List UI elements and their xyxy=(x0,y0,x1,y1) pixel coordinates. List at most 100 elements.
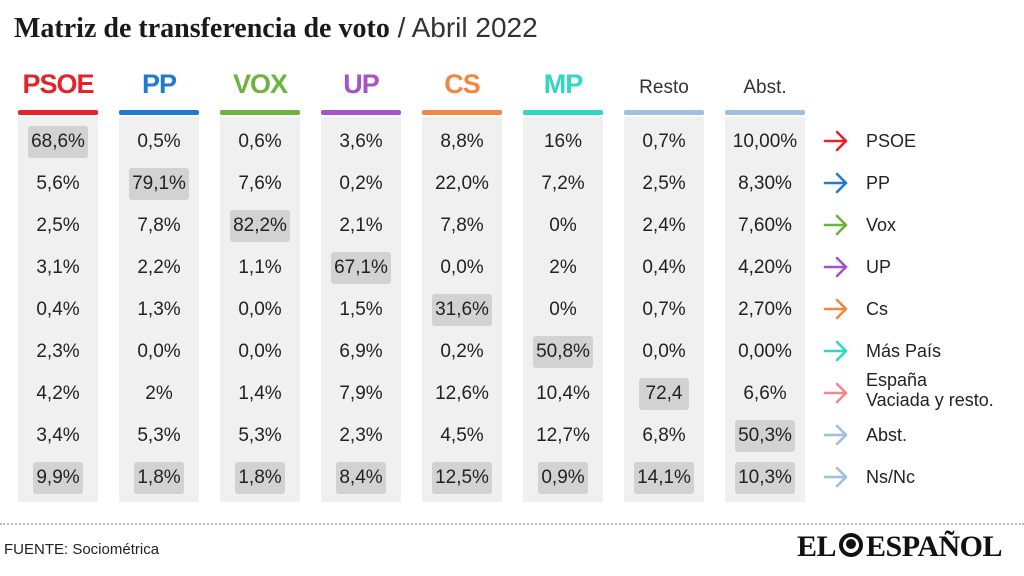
matrix-cell: 0,7% xyxy=(642,131,686,152)
matrix-cell: 82,2% xyxy=(229,210,291,242)
matrix-cell: 67,1% xyxy=(330,252,392,284)
column-header: VOX xyxy=(232,69,288,99)
matrix-cell: 2,1% xyxy=(339,215,383,236)
matrix-cell: 7,9% xyxy=(339,383,383,404)
matrix-cell: 3,4% xyxy=(36,425,80,446)
matrix-cell: 79,1% xyxy=(128,168,190,200)
legend-label: PP xyxy=(866,173,891,193)
column-color-bar xyxy=(119,110,199,115)
matrix-cell: 8,8% xyxy=(440,131,484,152)
column-color-bar xyxy=(220,110,300,115)
column-up: UP 3,6% 0,2% 2,1% 67,1% 1,5% 6,9% 7,9% 2,3% 8,4% xyxy=(321,0,401,576)
column-background xyxy=(523,117,603,502)
column-color-bar xyxy=(725,110,805,115)
matrix-cell: 0,7% xyxy=(642,299,686,320)
right-arrow-icon xyxy=(823,298,848,320)
column-color-bar xyxy=(321,110,401,115)
matrix-cell: 8,4% xyxy=(336,462,386,494)
matrix-cell: 72,4 xyxy=(639,378,689,410)
matrix-cell: 0% xyxy=(549,215,577,236)
legend-label: PSOE xyxy=(866,131,917,151)
logo-right-text: ESPAÑOL xyxy=(866,530,1002,563)
legend-label: España Vaciada y resto. xyxy=(866,370,994,410)
chart-title: Matriz de transferencia de voto / Abril … xyxy=(14,12,538,45)
column-vox: VOX 0,6% 7,6% 82,2% 1,1% 0,0% 0,0% 1,4% 5,3% 1,8% xyxy=(220,0,300,576)
matrix-cell: 12,6% xyxy=(435,383,489,404)
column-pp: PP 0,5% 79,1% 7,8% 2,2% 1,3% 0,0% 2% 5,3% 1,8% xyxy=(119,0,199,576)
right-arrow-icon xyxy=(823,130,848,152)
matrix-cell: 2,5% xyxy=(642,173,686,194)
legend-label: Más País xyxy=(866,341,942,361)
matrix-cell: 0,2% xyxy=(339,173,383,194)
matrix-cell: 50,8% xyxy=(532,336,594,368)
matrix-cell: 7,60% xyxy=(738,215,792,236)
matrix-cell: 2,3% xyxy=(339,425,383,446)
source-note: FUENTE: Sociométrica xyxy=(4,541,160,558)
matrix-cell: 7,6% xyxy=(238,173,282,194)
column-header: CS xyxy=(444,69,481,99)
legend-label: Cs xyxy=(866,299,888,319)
el-espanol-logo: EL ESPAÑOL xyxy=(797,530,1002,566)
legend-label: Vox xyxy=(866,215,897,235)
column-color-bar xyxy=(523,110,603,115)
column-header: PSOE xyxy=(22,69,94,99)
matrix-cell: 12,7% xyxy=(536,425,590,446)
matrix-cell: 22,0% xyxy=(435,173,489,194)
right-arrow-icon xyxy=(823,256,848,278)
matrix-cell: 0,0% xyxy=(238,299,282,320)
legend-label: Ns/Nc xyxy=(866,467,915,487)
matrix-cell: 7,8% xyxy=(440,215,484,236)
matrix-cell: 1,8% xyxy=(134,462,184,494)
matrix-cell: 1,8% xyxy=(235,462,285,494)
matrix-cell: 0% xyxy=(549,299,577,320)
matrix-cell: 0,5% xyxy=(137,131,181,152)
matrix-cell: 0,2% xyxy=(440,341,484,362)
matrix-cell: 6,9% xyxy=(339,341,383,362)
matrix-cell: 0,0% xyxy=(642,341,686,362)
matrix-cell: 0,4% xyxy=(642,257,686,278)
column-mp: MP 16% 7,2% 0% 2% 0% 50,8% 10,4% 12,7% 0,9% xyxy=(523,0,603,576)
matrix-cell: 2,4% xyxy=(642,215,686,236)
column-color-bar xyxy=(624,110,704,115)
matrix-cell: 2,3% xyxy=(36,341,80,362)
matrix-cell: 0,0% xyxy=(238,341,282,362)
right-arrow-icon xyxy=(823,466,848,488)
matrix-cell: 2,5% xyxy=(36,215,80,236)
right-arrow-icon xyxy=(823,214,848,236)
matrix-cell: 5,3% xyxy=(137,425,181,446)
legend-label: UP xyxy=(866,257,892,277)
right-arrow-icon xyxy=(823,340,848,362)
footer-divider xyxy=(0,523,1024,525)
matrix-cell: 2% xyxy=(145,383,173,404)
column-background xyxy=(624,117,704,502)
matrix-cell: 6,8% xyxy=(642,425,686,446)
matrix-cell: 1,3% xyxy=(137,299,181,320)
matrix-cell: 0,0% xyxy=(440,257,484,278)
matrix-cell: 0,0% xyxy=(137,341,181,362)
matrix-cell: 1,4% xyxy=(238,383,282,404)
column-color-bar xyxy=(422,110,502,115)
matrix-cell: 0,4% xyxy=(36,299,80,320)
column-psoe: PSOE 68,6% 5,6% 2,5% 3,1% 0,4% 2,3% 4,2% 3,4% 9,9… xyxy=(18,0,98,576)
matrix-cell: 5,3% xyxy=(238,425,282,446)
matrix-cell: 4,2% xyxy=(36,383,80,404)
column-background xyxy=(321,117,401,502)
column-header: UP xyxy=(343,69,380,99)
right-arrow-icon xyxy=(823,172,848,194)
matrix-cell: 12,5% xyxy=(431,462,493,494)
matrix-cell: 2,70% xyxy=(738,299,792,320)
lion-seal-icon xyxy=(838,532,864,566)
matrix-cell: 3,1% xyxy=(36,257,80,278)
title-main: Matriz de transferencia de voto xyxy=(14,13,390,44)
column-cs: CS 8,8% 22,0% 7,8% 0,0% 31,6% 0,2% 12,6% 4,5% 12,… xyxy=(422,0,502,576)
matrix-cell: 4,20% xyxy=(738,257,792,278)
column-header: PP xyxy=(141,69,177,99)
matrix-cell: 68,6% xyxy=(27,126,89,158)
matrix-cell: 6,6% xyxy=(743,383,787,404)
column-background xyxy=(220,117,300,502)
matrix-cell: 4,5% xyxy=(440,425,484,446)
matrix-cell: 2% xyxy=(549,257,577,278)
column-color-bar xyxy=(18,110,98,115)
logo-left-text: EL xyxy=(797,530,837,563)
matrix-cell: 10,3% xyxy=(734,462,796,494)
